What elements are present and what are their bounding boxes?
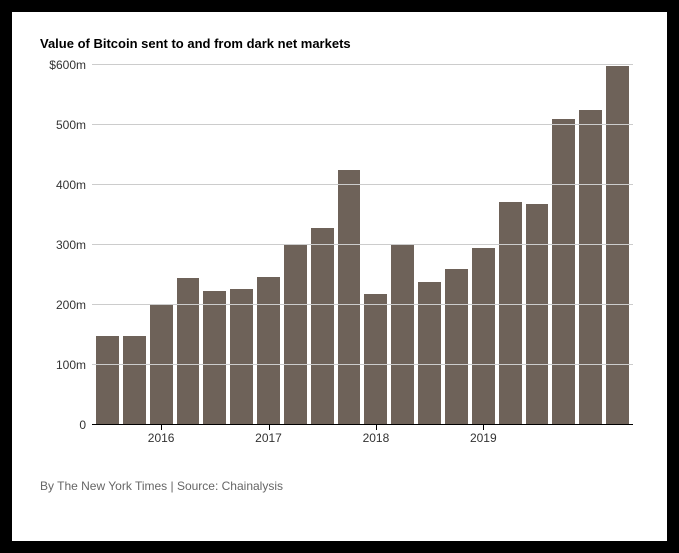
x-axis-label: 2016	[148, 431, 175, 445]
bar	[257, 277, 280, 425]
bar	[499, 202, 522, 425]
chart-title: Value of Bitcoin sent to and from dark n…	[40, 36, 639, 51]
bar	[606, 66, 629, 425]
y-axis-label: 300m	[56, 238, 86, 252]
chart-area: 0100m200m300m400m500m$600m20162017201820…	[40, 65, 639, 465]
bar	[96, 336, 119, 425]
y-axis-label: 200m	[56, 298, 86, 312]
bar	[150, 305, 173, 425]
y-axis-label: 0	[79, 418, 86, 432]
gridline	[92, 184, 633, 185]
bar	[123, 336, 146, 425]
x-axis-label: 2018	[363, 431, 390, 445]
plot-area: 0100m200m300m400m500m$600m20162017201820…	[92, 65, 633, 425]
x-axis-tick	[376, 425, 377, 430]
gridline	[92, 304, 633, 305]
gridline	[92, 64, 633, 65]
bar	[311, 228, 334, 425]
bar	[364, 294, 387, 425]
bar	[230, 289, 253, 425]
bar	[445, 269, 468, 425]
bar	[579, 110, 602, 425]
chart-frame: Value of Bitcoin sent to and from dark n…	[12, 12, 667, 541]
x-axis-baseline	[92, 424, 633, 425]
bar	[391, 245, 414, 425]
x-axis-label: 2017	[255, 431, 282, 445]
gridline	[92, 364, 633, 365]
x-axis-label: 2019	[470, 431, 497, 445]
gridline	[92, 124, 633, 125]
bar	[203, 291, 226, 425]
x-axis-tick	[269, 425, 270, 430]
y-axis-label: 400m	[56, 178, 86, 192]
gridline	[92, 244, 633, 245]
bar	[338, 170, 361, 425]
x-axis-tick	[483, 425, 484, 430]
bar	[526, 204, 549, 425]
y-axis-label: 100m	[56, 358, 86, 372]
bar	[177, 278, 200, 425]
bar	[472, 248, 495, 425]
bar	[284, 245, 307, 425]
y-axis-label: 500m	[56, 118, 86, 132]
y-axis-label: $600m	[49, 58, 86, 72]
source-line: By The New York Times | Source: Chainaly…	[40, 479, 639, 493]
bars-container	[92, 65, 633, 425]
bar	[552, 119, 575, 425]
x-axis-tick	[161, 425, 162, 430]
